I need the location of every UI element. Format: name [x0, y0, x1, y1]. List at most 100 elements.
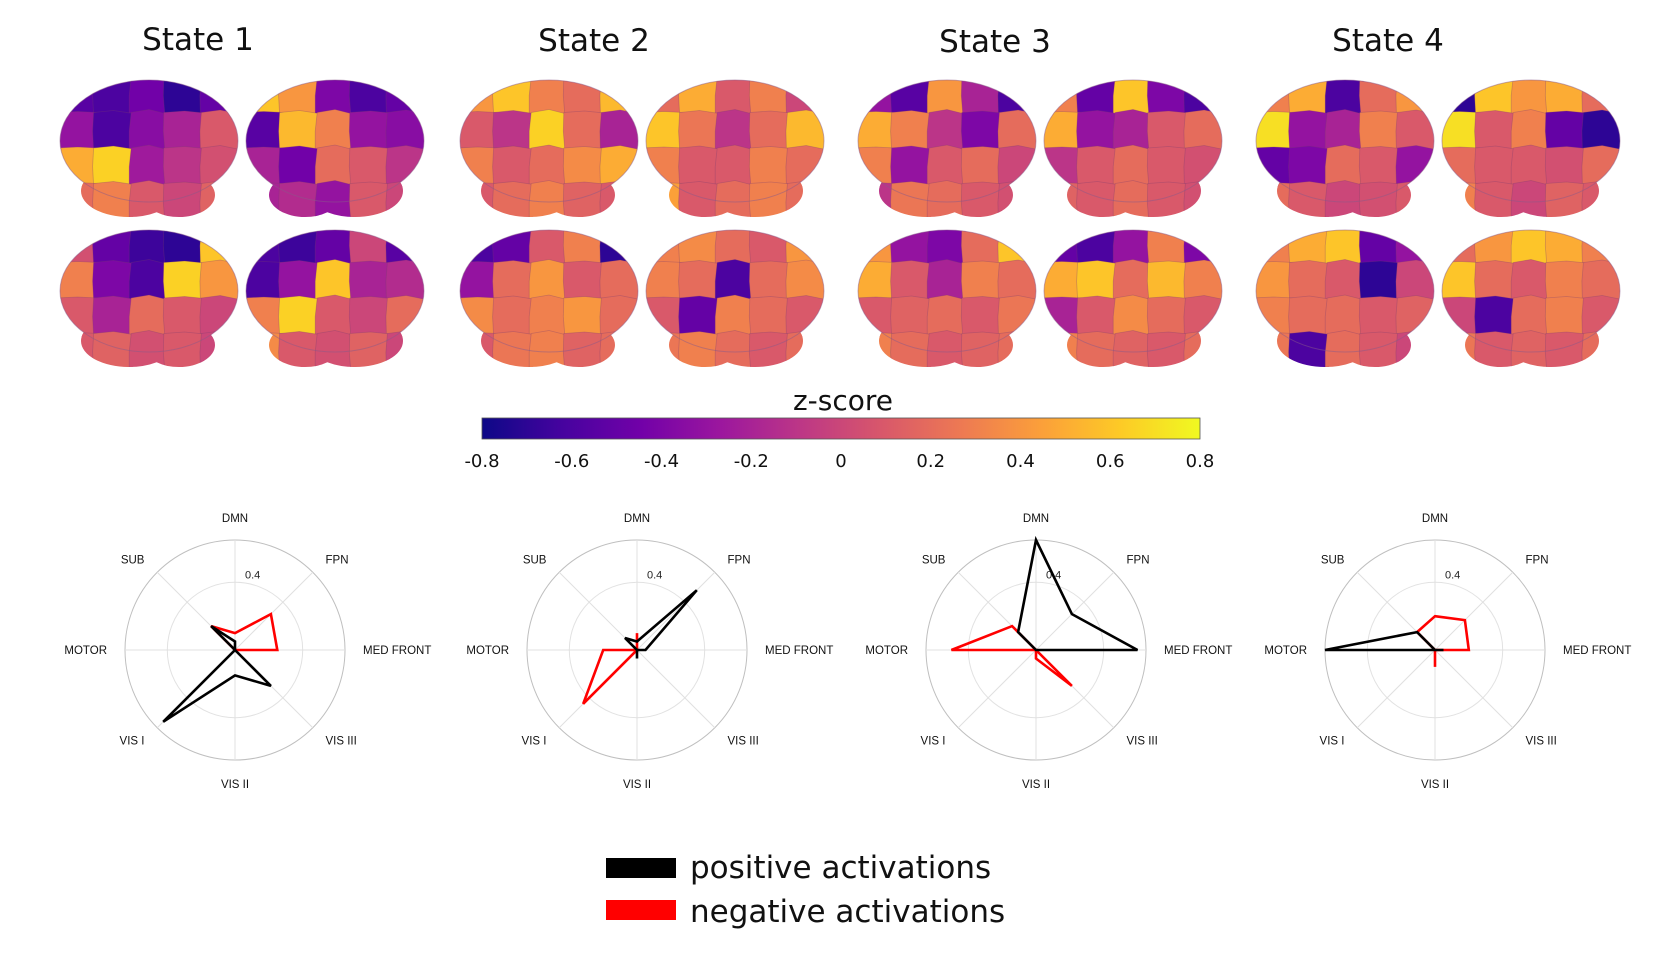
brain-outline — [1043, 79, 1223, 203]
brain-parcel — [246, 332, 285, 367]
brain-parcel — [1044, 146, 1082, 187]
brain-outline — [459, 79, 639, 203]
positive-activation-series — [1324, 630, 1444, 652]
negative-activation-series — [581, 633, 639, 705]
brain-parcel — [348, 181, 391, 217]
brain-parcel — [858, 261, 896, 302]
brain-parcel — [960, 296, 1003, 338]
legend-negative-label: negative activations — [690, 894, 1005, 930]
brain-parcel — [646, 332, 684, 367]
colorbar-tick-label: -0.4 — [644, 451, 679, 472]
brain-parcel — [199, 145, 238, 189]
brain-parcel — [460, 230, 499, 266]
brain-parcel — [460, 332, 499, 367]
brain-parcel — [162, 296, 205, 338]
colorbar-tick-label: 0.4 — [1006, 451, 1035, 472]
brain-parcel — [960, 146, 1003, 188]
radar-axis-label: SUB — [1321, 554, 1345, 566]
brain-outline — [645, 229, 825, 353]
brain-parcel — [278, 331, 320, 367]
brain-parcel — [460, 111, 499, 152]
radar-axis-label: VIS I — [1320, 736, 1345, 748]
legend-positive-swatch — [606, 858, 676, 878]
state-1-brain-views — [59, 79, 425, 367]
colorbar-tick-label: 0.2 — [916, 451, 945, 472]
brain-parcel — [60, 230, 98, 266]
brain-parcel — [1044, 182, 1082, 217]
radar-axis-label: FPN — [728, 554, 751, 566]
brain-parcel — [960, 110, 1003, 152]
brain-outline — [1441, 229, 1621, 353]
radar-spoke — [636, 571, 716, 651]
brain-parcel — [1442, 230, 1480, 266]
brain-parcel — [246, 182, 285, 217]
brain-outline — [1441, 79, 1621, 203]
brain-parcel — [646, 182, 684, 217]
brain-parcel — [562, 146, 605, 188]
brain-parcel — [60, 111, 98, 152]
brain-parcel — [1544, 260, 1587, 302]
brain-parcel — [348, 260, 391, 302]
brain-parcel — [348, 331, 391, 367]
brain-parcel — [562, 181, 605, 217]
colorbar — [481, 417, 1201, 440]
brain-parcel — [1146, 110, 1189, 152]
brain-outline — [645, 79, 825, 203]
radar-axis-label: DMN — [222, 513, 248, 525]
brain-parcel — [1256, 296, 1294, 337]
brain-parcel — [646, 261, 684, 302]
brain-parcel — [348, 110, 391, 152]
radar-axis-label: DMN — [624, 513, 650, 525]
state-2-radar-chart: DMN FPN MED FRONT VIS III VIS II VIS I MOTOR SU… — [466, 513, 833, 791]
brain-parcel — [1358, 146, 1401, 188]
radar-ring-label: 0.4 — [245, 569, 260, 581]
brain-parcel — [997, 295, 1036, 339]
brain-parcel — [162, 110, 205, 152]
brain-parcel — [1442, 80, 1480, 116]
radar-axis-label: VIS I — [120, 736, 145, 748]
brain-parcel — [492, 181, 534, 217]
brain-parcel — [60, 80, 98, 116]
brain-parcel — [460, 80, 499, 116]
radar-spoke — [1434, 649, 1514, 729]
brain-parcel — [858, 332, 896, 367]
colorbar-tick-label: -0.6 — [554, 451, 589, 472]
radar-axis-label: MOTOR — [1264, 645, 1307, 657]
brain-parcel — [1358, 331, 1401, 367]
radar-spoke — [1356, 649, 1436, 729]
brain-parcel — [348, 296, 391, 338]
brain-parcel — [1146, 181, 1189, 217]
brain-parcel — [278, 181, 320, 217]
brain-parcel — [246, 230, 285, 266]
brain-parcel — [1544, 110, 1587, 152]
brain-parcel — [1474, 331, 1516, 367]
brain-parcel — [858, 296, 896, 337]
brain-parcel — [162, 260, 205, 302]
brain-parcel — [1146, 331, 1189, 367]
brain-parcel — [748, 296, 791, 338]
brain-parcel — [1256, 230, 1294, 266]
colorbar-tick-label: 0.6 — [1096, 451, 1125, 472]
brain-parcel — [1044, 230, 1082, 266]
state-1-radar-chart: DMN FPN MED FRONT VIS III VIS II VIS I MOTOR SU… — [64, 513, 431, 791]
state-3-brain-views — [857, 79, 1223, 367]
brain-parcel — [460, 261, 499, 302]
brain-parcel — [748, 146, 791, 188]
brain-parcel — [1146, 146, 1189, 188]
brain-parcel — [162, 181, 205, 217]
brain-parcel — [1442, 261, 1480, 302]
positive-activation-series — [162, 625, 272, 723]
radar-axis-label: VIS III — [728, 736, 759, 748]
brain-parcel — [1076, 181, 1118, 217]
brain-parcel — [60, 296, 98, 337]
brain-parcel — [960, 181, 1003, 217]
brain-parcel — [646, 230, 684, 266]
radar-axis-label: MOTOR — [64, 645, 107, 657]
radar-axis-label: DMN — [1422, 513, 1448, 525]
brain-parcel — [162, 146, 205, 188]
radar-axis-label: DMN — [1023, 513, 1049, 525]
brain-parcel — [1256, 332, 1294, 367]
state-4-brain-views — [1255, 79, 1621, 367]
brain-parcel — [1358, 260, 1401, 302]
